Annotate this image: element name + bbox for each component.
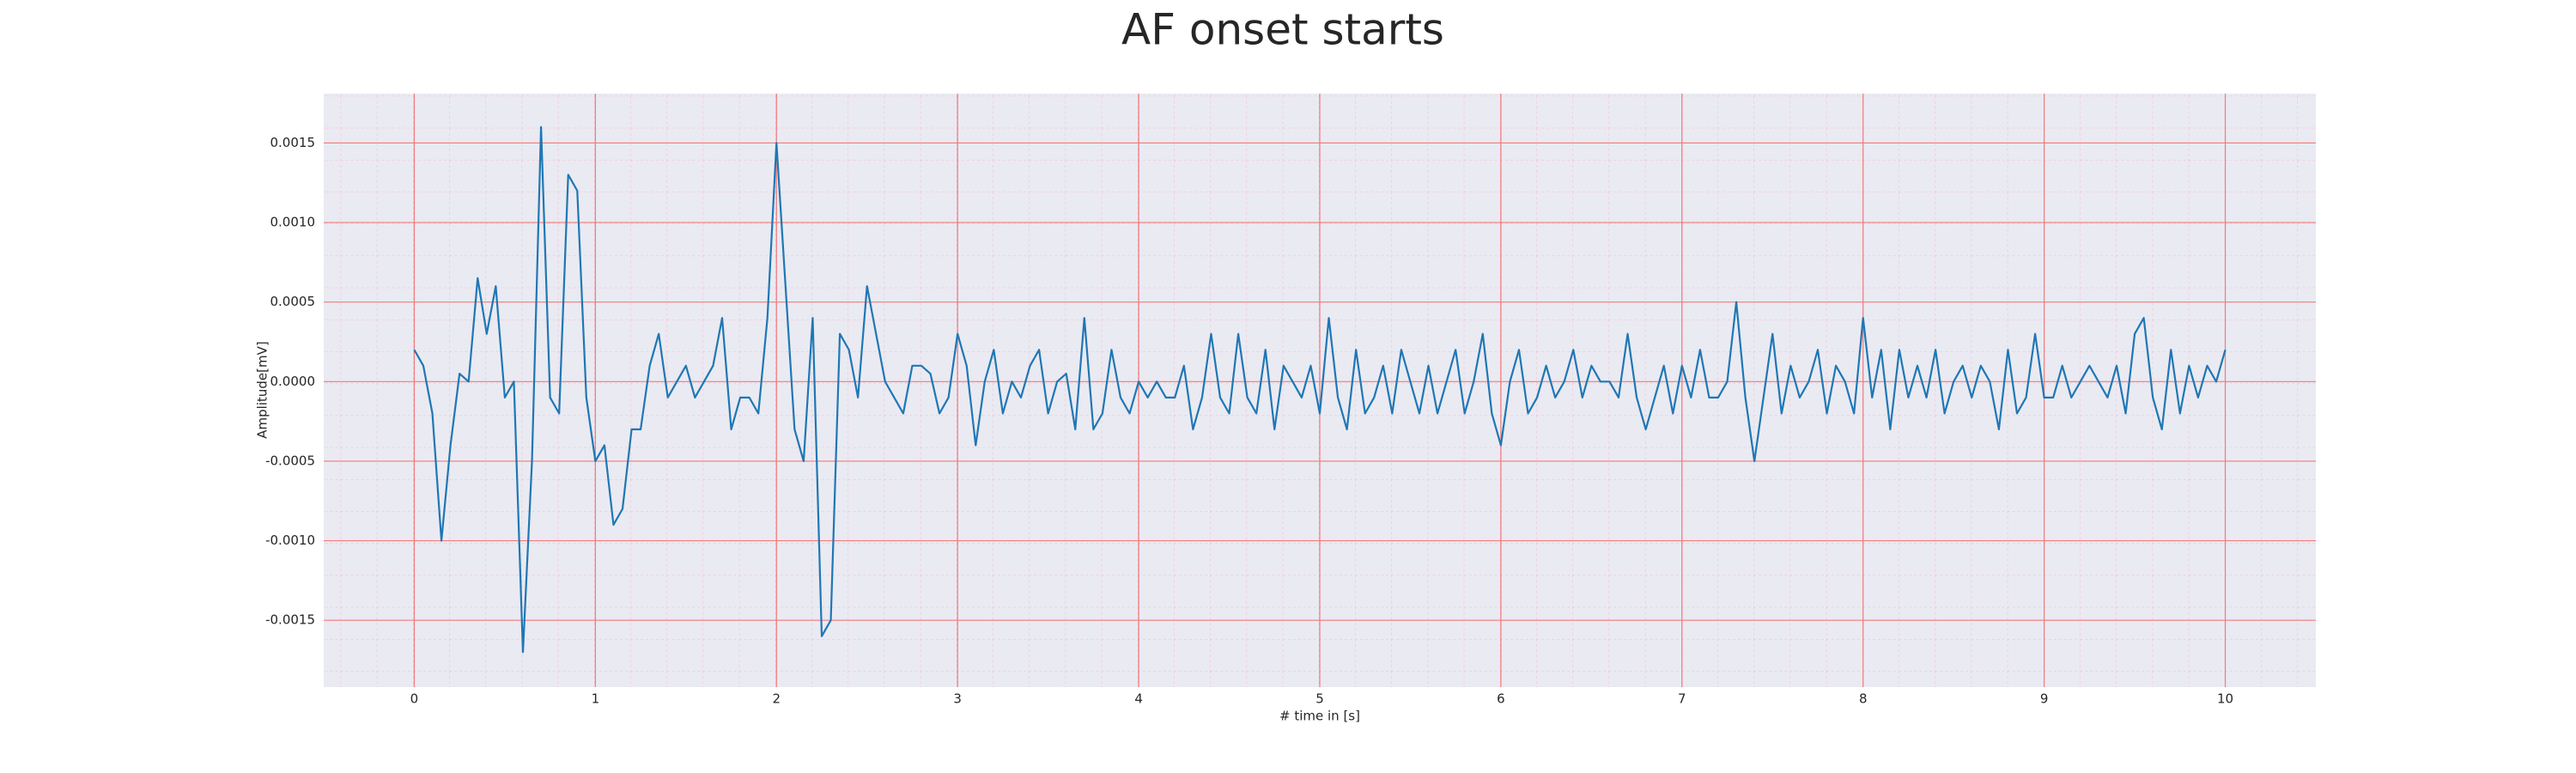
y-tick-label: 0.0005 — [270, 294, 316, 309]
y-tick-label: 0.0000 — [270, 374, 316, 389]
chart-title: AF onset starts — [1121, 5, 1444, 55]
y-tick-label: -0.0005 — [265, 453, 315, 468]
x-tick-label: 4 — [1134, 691, 1143, 707]
x-tick-label: 5 — [1315, 691, 1324, 707]
y-tick-label: 0.0010 — [270, 215, 316, 230]
grid — [324, 94, 2316, 687]
x-tick-label: 7 — [1678, 691, 1686, 707]
x-tick-label: 1 — [592, 691, 600, 707]
y-tick-label: -0.0015 — [265, 612, 315, 628]
x-tick-label: 10 — [2217, 691, 2233, 707]
series — [413, 125, 2227, 654]
y-axis-label: Amplitude[mV] — [255, 341, 270, 438]
x-tick-label: 8 — [1859, 691, 1868, 707]
x-tick-label: 3 — [953, 691, 962, 707]
x-tick-label: 9 — [2040, 691, 2049, 707]
y-tick-label: -0.0010 — [265, 533, 315, 548]
x-tick-label: 6 — [1497, 691, 1505, 707]
series-line — [413, 125, 2227, 654]
y-tick-label: 0.0015 — [270, 135, 316, 150]
x-axis-label: # time in [s] — [1279, 709, 1360, 724]
x-tick-label: 0 — [410, 691, 419, 707]
x-tick-label: 2 — [772, 691, 781, 707]
